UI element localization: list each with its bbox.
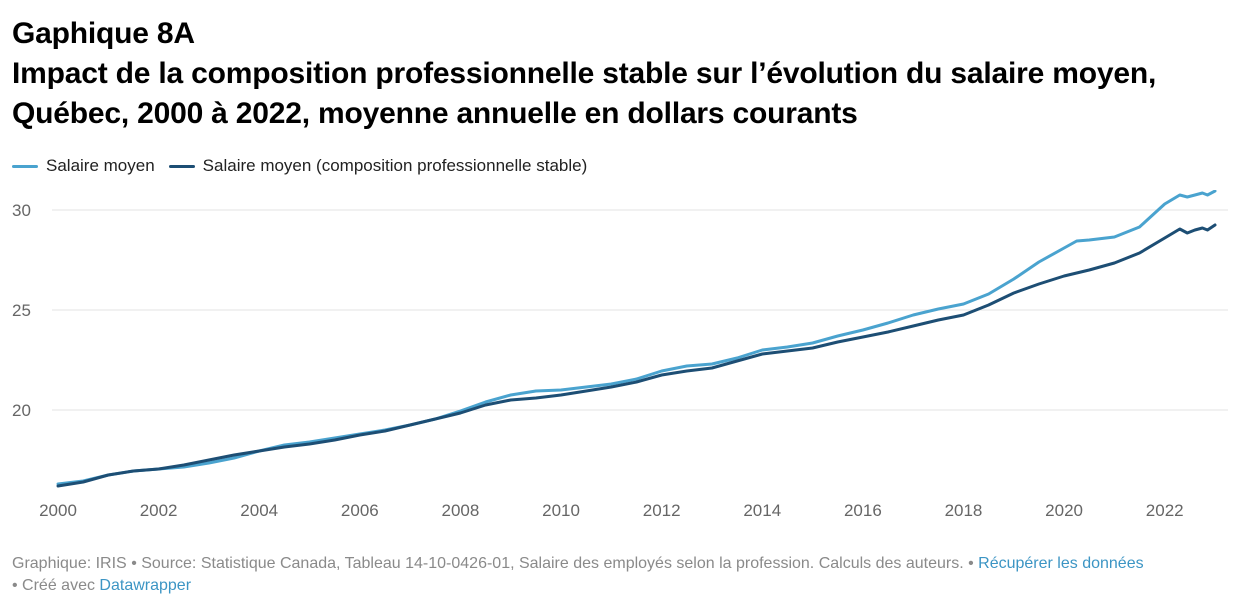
chart-footer: Graphique: IRIS • Source: Statistique Ca…: [12, 553, 1237, 597]
x-tick-label-2006: 2006: [341, 501, 379, 520]
series-line-salaire-stable: [56, 223, 1217, 488]
legend-item-salaire-moyen: Salaire moyen: [12, 156, 155, 176]
x-tick-label-2000: 2000: [39, 501, 77, 520]
y-tick-label-30: 30: [12, 201, 31, 220]
series-line-salaire-moyen: [56, 190, 1217, 486]
download-data-link[interactable]: Récupérer les données: [978, 555, 1144, 572]
x-tick-label-2004: 2004: [240, 501, 278, 520]
legend-swatch-salaire-stable: [168, 164, 195, 168]
datawrapper-link[interactable]: Datawrapper: [99, 577, 192, 594]
x-tick-label-2008: 2008: [442, 501, 480, 520]
footer-source: • Source: Statistique Canada, Tableau 14…: [131, 555, 974, 572]
grid-layer: [52, 209, 1228, 411]
footer-made-with: • Créé avec: [12, 577, 95, 594]
legend-item-salaire-stable: Salaire moyen (composition professionnel…: [168, 156, 588, 176]
legend-label-salaire-moyen: Salaire moyen: [46, 156, 155, 175]
x-tick-label-2016: 2016: [844, 501, 882, 520]
series-layer: [56, 190, 1217, 488]
chart-header: Gaphique 8A Impact de la composition pro…: [12, 14, 1237, 134]
chart-legend: Salaire moyen Salaire moyen (composition…: [12, 156, 587, 176]
x-axis: 2000 2002 2004 2006 2008 2010 2012 2014 2016 2018…: [39, 501, 1184, 520]
x-tick-label-2022: 2022: [1146, 501, 1184, 520]
x-tick-label-2014: 2014: [743, 501, 781, 520]
x-tick-label-2012: 2012: [643, 501, 681, 520]
chart-kicker: Gaphique 8A: [12, 17, 195, 50]
legend-swatch-salaire-moyen: [12, 164, 38, 168]
x-tick-label-2018: 2018: [945, 501, 983, 520]
footer-credit: Graphique: IRIS: [12, 555, 127, 572]
y-tick-label-25: 25: [12, 301, 31, 320]
x-tick-label-2020: 2020: [1045, 501, 1083, 520]
x-tick-label-2002: 2002: [140, 501, 178, 520]
x-tick-label-2010: 2010: [542, 501, 580, 520]
y-tick-label-20: 20: [12, 401, 31, 420]
legend-label-salaire-stable: Salaire moyen (composition professionnel…: [202, 156, 588, 175]
y-axis: 20 25 30: [12, 201, 31, 420]
chart-title: Impact de la composition professionnelle…: [12, 57, 1157, 130]
